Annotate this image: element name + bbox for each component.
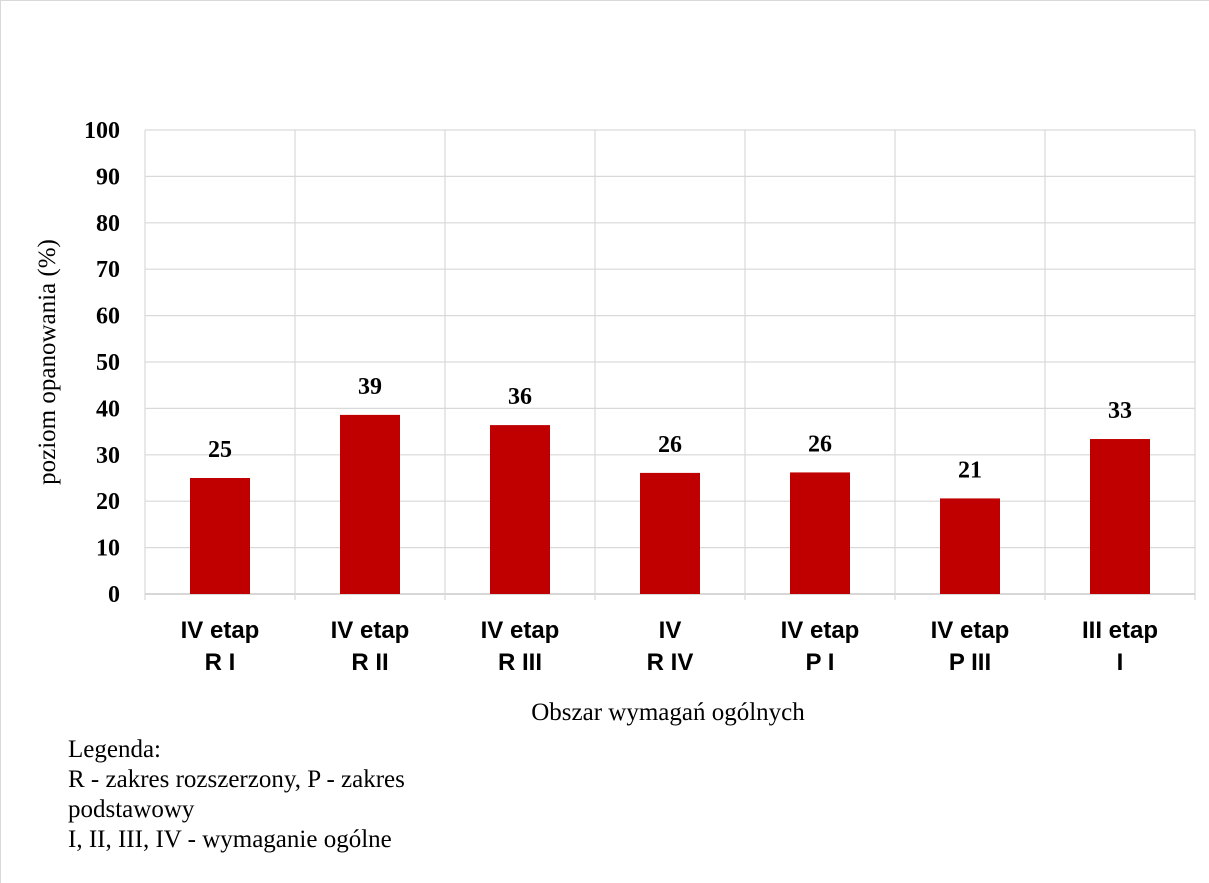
y-tick-label: 100 — [84, 118, 120, 144]
data-label: 26 — [658, 432, 682, 458]
x-axis-label: Obszar wymagań ogólnych — [531, 699, 805, 726]
y-tick-label: 70 — [96, 257, 120, 283]
bar — [340, 414, 400, 594]
bar — [190, 478, 250, 594]
y-tick-label: 40 — [96, 396, 120, 422]
x-tick-label: III etap — [1082, 617, 1158, 644]
bar-chart: 25 39 36 26 26 21 33 0 10 20 30 40 50 60 70 80 90 100 IV… — [34, 118, 1196, 726]
gridlines — [144, 129, 1196, 600]
legend-line-1: R - zakres rozszerzony, P - zakres — [68, 766, 405, 793]
data-label: 36 — [508, 384, 532, 410]
data-labels: 25 39 36 26 26 21 33 — [208, 374, 1132, 484]
x-tick-label: IV — [659, 617, 682, 644]
x-tick-label: P III — [949, 649, 991, 676]
data-label: 39 — [358, 374, 382, 400]
x-tick-label: IV etap — [481, 617, 560, 644]
data-label: 21 — [958, 457, 982, 483]
y-tick-label: 20 — [96, 489, 120, 515]
x-tick-label: R II — [351, 649, 388, 676]
x-tick-label: IV etap — [781, 617, 860, 644]
bar — [790, 472, 850, 594]
y-tick-label: 50 — [96, 350, 120, 376]
bar — [1090, 439, 1150, 594]
y-axis-ticks: 0 10 20 30 40 50 60 70 80 90 100 — [84, 118, 120, 608]
legend: Legenda: R - zakres rozszerzony, P - zak… — [68, 735, 548, 855]
legend-heading: Legenda: — [68, 736, 162, 763]
x-axis-ticks: IV etap R I IV etap R II IV etap R III IV R IV I… — [181, 617, 1158, 676]
data-label: 33 — [1108, 398, 1132, 424]
x-tick-label: I — [1117, 649, 1124, 676]
bar — [940, 498, 1000, 594]
x-tick-label: IV etap — [331, 617, 410, 644]
data-label: 26 — [808, 431, 832, 457]
legend-line-2: podstawowy — [68, 796, 195, 823]
legend-line-3: I, II, III, IV - wymaganie ogólne — [68, 826, 392, 853]
bars — [190, 414, 1150, 594]
y-tick-label: 30 — [96, 443, 120, 469]
bar — [490, 425, 550, 594]
y-axis-label: poziom opanowania (%) — [34, 239, 61, 485]
y-tick-label: 80 — [96, 211, 120, 237]
x-tick-label: IV etap — [181, 617, 260, 644]
y-tick-label: 60 — [96, 304, 120, 330]
x-tick-label: R III — [498, 649, 542, 676]
y-tick-label: 0 — [108, 582, 120, 608]
y-tick-label: 90 — [96, 164, 120, 190]
x-tick-label: IV etap — [931, 617, 1010, 644]
x-tick-label: P I — [806, 649, 835, 676]
y-tick-label: 10 — [96, 536, 120, 562]
bar — [640, 472, 700, 594]
data-label: 25 — [208, 437, 232, 463]
x-tick-label: R I — [205, 649, 236, 676]
x-tick-label: R IV — [647, 649, 694, 676]
